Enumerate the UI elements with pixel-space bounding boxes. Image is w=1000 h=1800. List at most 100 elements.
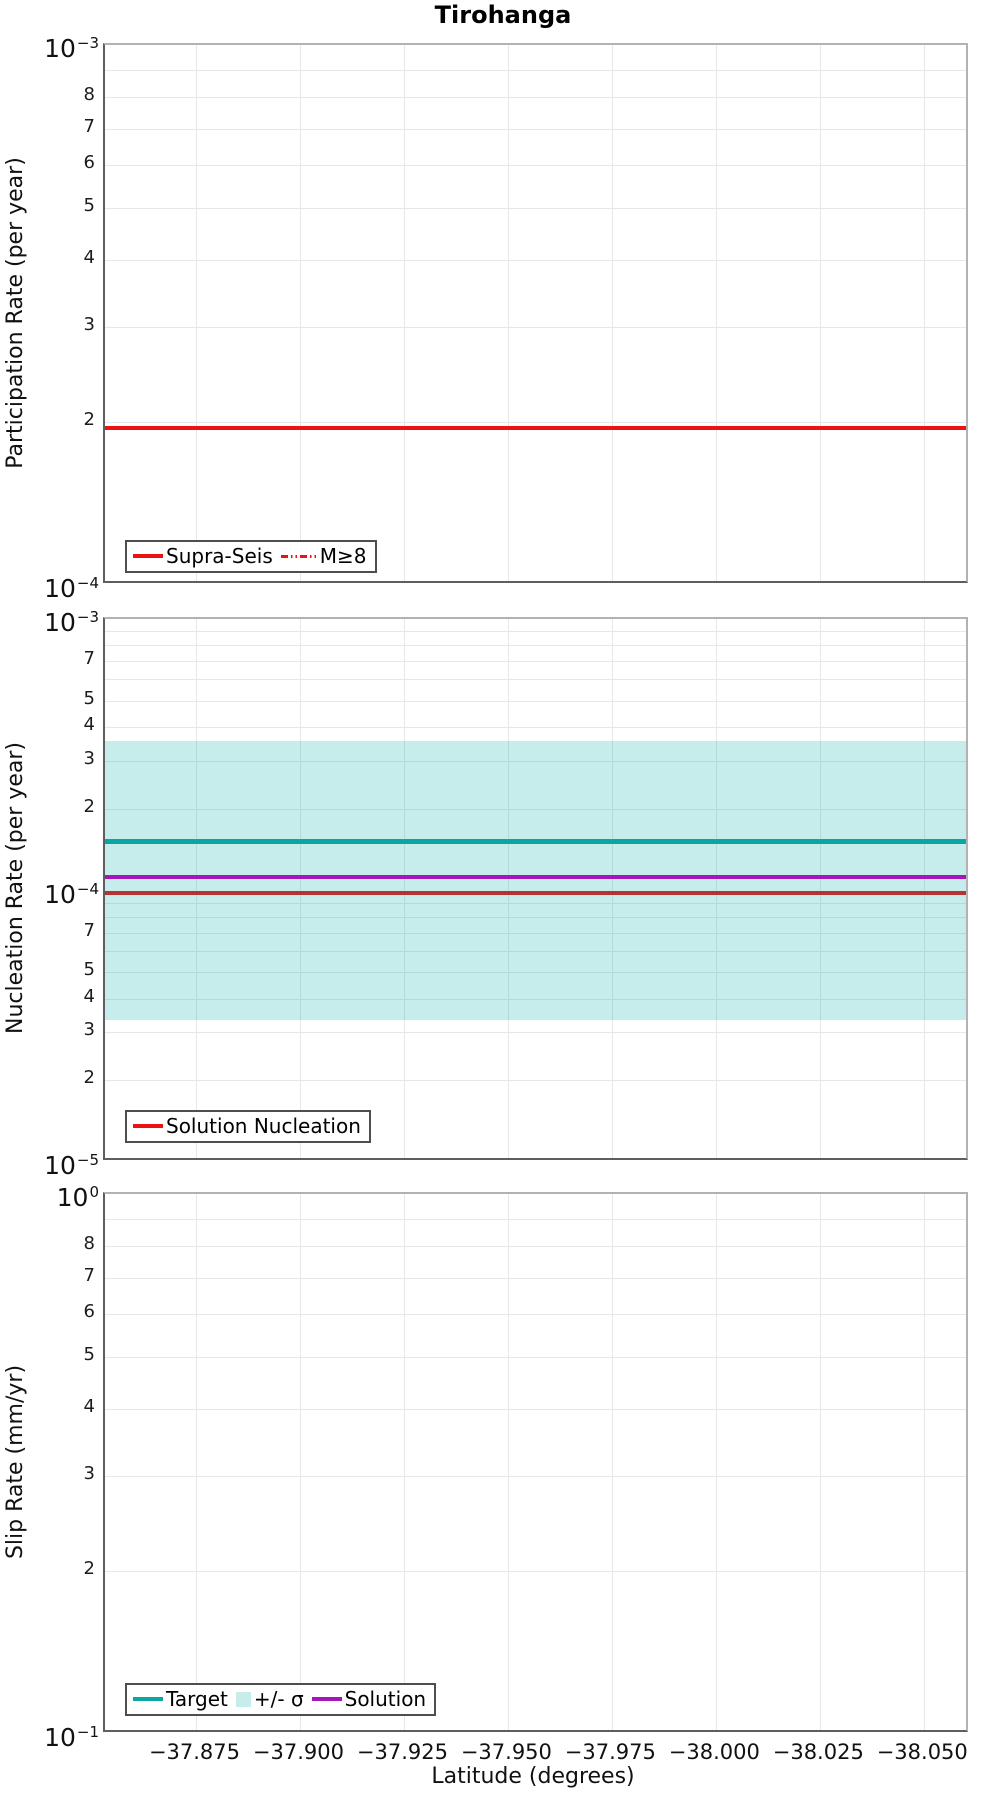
gridline-h	[105, 259, 966, 261]
gridline-h	[105, 932, 966, 934]
gridline-v	[716, 1194, 718, 1730]
gridline-v	[300, 619, 302, 1158]
gridline-h	[105, 661, 966, 663]
x-tick-label: −37.925	[356, 1740, 448, 1764]
series-line-solution	[105, 875, 966, 880]
gridline-h	[105, 700, 966, 702]
y-decade-label: 10−5	[0, 1145, 99, 1180]
gridline-v	[508, 619, 510, 1158]
gridline-h	[105, 1408, 966, 1410]
legend-box: Solution Nucleation	[125, 1110, 371, 1143]
y-tick-label: 2	[83, 1067, 95, 1089]
y-tick-label: 3	[83, 747, 95, 769]
gridline-h	[105, 972, 966, 974]
legend-swatch-line	[311, 1697, 342, 1701]
y-tick-label: 4	[83, 1395, 95, 1417]
panel-slip-rate-plot: Target +/- σ Solution	[103, 741, 968, 1732]
series-line-target	[105, 838, 966, 844]
y-tick-label: 5	[83, 687, 95, 709]
gridline-h	[105, 760, 966, 762]
y-tick-label: 7	[83, 648, 95, 670]
gridline-v	[508, 1194, 510, 1730]
y-tick-label: 8	[83, 84, 95, 106]
gridline-v	[612, 619, 614, 1158]
decade-exponent: −3	[76, 34, 99, 52]
gridline-v	[924, 45, 926, 581]
legend-item: Target	[133, 1687, 228, 1711]
decade-base: 10	[56, 1183, 89, 1212]
y-decade-label: 10−4	[0, 568, 99, 603]
y-tick-label: 3	[83, 1463, 95, 1485]
gridline-h	[105, 645, 966, 647]
legend-item: +/- σ	[235, 1687, 304, 1711]
legend-label: Target	[166, 1687, 228, 1711]
gridline-v	[300, 45, 302, 581]
y-decade-label: 10−4	[0, 874, 99, 909]
legend-label: Supra-Seis	[166, 544, 273, 568]
decade-base: 10	[44, 574, 76, 603]
y-tick-label: 2	[83, 795, 95, 817]
decade-exponent: −3	[76, 608, 99, 626]
legend-swatch-line	[133, 1697, 163, 1701]
gridline-v	[404, 619, 406, 1158]
gridline-v	[924, 619, 926, 1158]
y-tick-label: 5	[83, 959, 95, 981]
gridline-v	[300, 1194, 302, 1730]
x-tick-label: −38.025	[772, 1740, 864, 1764]
gridline-v	[716, 45, 718, 581]
gridline-h	[105, 327, 966, 329]
y-decade-label: 10−3	[0, 602, 99, 637]
gridline-h	[105, 207, 966, 209]
gridline-h	[105, 631, 966, 633]
gridline-v	[820, 45, 822, 581]
y-tick-label: 5	[83, 1343, 95, 1365]
decade-exponent: 0	[89, 1183, 99, 1201]
legend-label: +/- σ	[253, 1687, 304, 1711]
gridline-h	[105, 1356, 966, 1358]
y-tick-label: 2	[83, 1558, 95, 1580]
x-tick-label: −38.050	[876, 1740, 968, 1764]
legend-swatch-dashdot-line	[280, 554, 317, 558]
legend-swatch-line	[133, 1124, 163, 1128]
y-tick-label: 6	[83, 1300, 95, 1322]
gridline-v	[196, 619, 198, 1158]
figure-title: Tirohanga	[434, 1, 572, 29]
gridline-h	[105, 69, 966, 71]
x-tick-label: −38.000	[668, 1740, 760, 1764]
x-tick-label: −37.950	[460, 1740, 552, 1764]
y-tick-label: 4	[83, 985, 95, 1007]
y-tick-label: 4	[83, 714, 95, 736]
decade-base: 10	[44, 1723, 76, 1752]
legend-item: Supra-Seis	[133, 544, 273, 568]
gridline-v	[404, 45, 406, 581]
gridline-h	[105, 422, 966, 424]
decade-exponent: −4	[76, 574, 99, 592]
legend-item: Solution Nucleation	[133, 1114, 361, 1138]
y-tick-label: 3	[83, 314, 95, 336]
gridline-h	[105, 950, 966, 952]
gridline-h	[105, 727, 966, 729]
decade-base: 10	[44, 34, 76, 63]
y-tick-label: 6	[83, 151, 95, 173]
gridline-v	[196, 1194, 198, 1730]
y-tick-label: 2	[83, 409, 95, 431]
legend-label: Solution	[344, 1687, 427, 1711]
gridline-v	[612, 45, 614, 581]
gridline-h	[105, 1246, 966, 1248]
gridline-h	[105, 902, 966, 904]
legend-swatch-patch	[235, 1691, 251, 1707]
legend-swatch-line	[133, 554, 163, 558]
gridline-h	[105, 97, 966, 99]
gridline-h	[105, 1080, 966, 1082]
decade-exponent: −5	[76, 1151, 99, 1169]
legend-label: M≥8	[319, 544, 367, 568]
gridline-v	[508, 45, 510, 581]
gridline-h	[105, 1218, 966, 1220]
gridline-h	[105, 679, 966, 681]
y-decade-label: 100	[0, 1177, 99, 1212]
y-decade-label: 10−3	[0, 28, 99, 63]
panel-nucleation-plot: Solution Nucleation	[103, 617, 968, 1160]
gridline-h	[105, 916, 966, 918]
panel-participation-plot: Supra-Seis M≥8	[103, 43, 968, 583]
